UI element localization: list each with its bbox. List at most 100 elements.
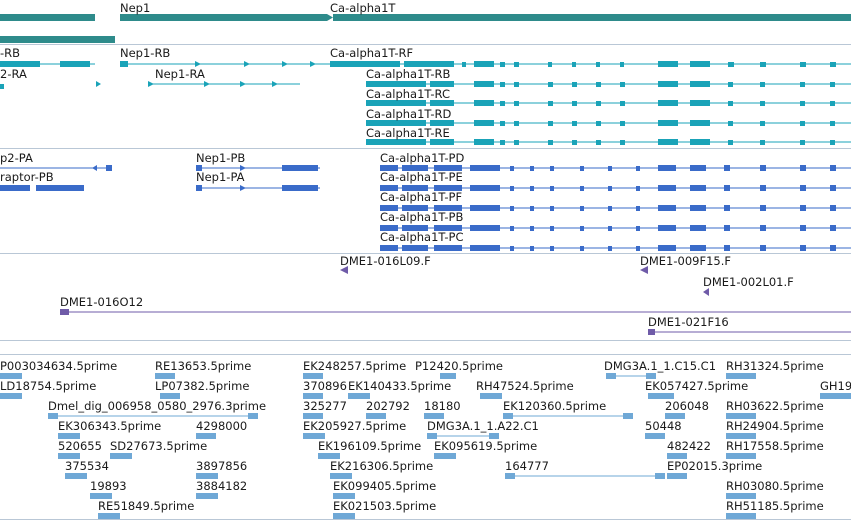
exon-glyph[interactable] xyxy=(760,225,766,231)
gene-label[interactable]: Ca-alpha1T xyxy=(330,1,396,15)
est-label[interactable]: RH03622.5prime xyxy=(726,399,824,413)
est-glyph[interactable] xyxy=(606,373,616,379)
est-glyph[interactable] xyxy=(667,453,687,459)
exon-glyph[interactable] xyxy=(580,166,584,171)
exon-glyph[interactable] xyxy=(830,82,835,87)
exon-glyph[interactable] xyxy=(530,166,534,171)
exon-glyph[interactable] xyxy=(366,139,426,145)
exon-glyph[interactable] xyxy=(430,139,454,145)
clone-label[interactable]: DME1-016O12 xyxy=(60,295,144,309)
exon-glyph[interactable] xyxy=(608,166,612,171)
est-glyph[interactable] xyxy=(303,373,323,379)
exon-glyph[interactable] xyxy=(500,101,505,106)
exon-glyph[interactable] xyxy=(800,185,806,191)
exon-glyph[interactable] xyxy=(430,100,454,106)
est-glyph[interactable] xyxy=(480,393,502,399)
exon-glyph[interactable] xyxy=(800,205,806,211)
est-glyph[interactable] xyxy=(98,513,120,519)
est-glyph[interactable] xyxy=(645,433,665,439)
transcript-label[interactable]: Ca-alpha1T-PB xyxy=(380,210,464,224)
exon-glyph[interactable] xyxy=(596,82,601,87)
est-glyph[interactable] xyxy=(48,413,58,419)
exon-glyph[interactable] xyxy=(470,205,480,211)
est-label[interactable]: 50448 xyxy=(645,419,682,433)
transcript-label[interactable]: Ca-alpha1T-RC xyxy=(366,87,450,101)
exon-glyph[interactable] xyxy=(800,165,806,171)
exon-glyph[interactable] xyxy=(550,186,554,191)
exon-glyph[interactable] xyxy=(800,82,805,87)
exon-glyph[interactable] xyxy=(830,245,836,251)
exon-glyph[interactable] xyxy=(830,140,835,145)
est-glyph[interactable] xyxy=(0,373,22,379)
est-glyph[interactable] xyxy=(90,493,112,499)
exon-glyph[interactable] xyxy=(800,140,805,145)
exon-glyph[interactable] xyxy=(690,225,706,231)
exon-glyph[interactable] xyxy=(550,246,554,251)
est-label[interactable]: 202792 xyxy=(366,399,410,413)
exon-glyph[interactable] xyxy=(658,100,678,106)
transcript-label[interactable]: Ca-alpha1T-PC xyxy=(380,230,464,244)
est-label[interactable]: RH24904.5prime xyxy=(726,419,824,433)
transcript-label[interactable]: Ca-alpha1T-PE xyxy=(380,170,463,184)
exon-glyph[interactable] xyxy=(658,165,676,171)
est-label[interactable]: EK140433.5prime xyxy=(348,379,452,393)
est-label[interactable]: 325277 xyxy=(303,399,347,413)
est-label[interactable]: EK216306.5prime xyxy=(330,459,434,473)
exon-glyph[interactable] xyxy=(550,226,554,231)
est-glyph[interactable] xyxy=(726,493,756,499)
exon-glyph[interactable] xyxy=(478,165,500,171)
est-glyph[interactable] xyxy=(665,413,685,419)
exon-glyph[interactable] xyxy=(620,101,625,106)
exon-glyph[interactable] xyxy=(728,121,733,126)
exon-glyph[interactable] xyxy=(380,165,398,171)
exon-glyph[interactable] xyxy=(608,206,612,211)
est-glyph[interactable] xyxy=(667,473,687,479)
exon-glyph[interactable] xyxy=(434,245,462,251)
exon-glyph[interactable] xyxy=(690,185,706,191)
exon-glyph[interactable] xyxy=(470,185,480,191)
exon-glyph[interactable] xyxy=(760,245,766,251)
exon-glyph[interactable] xyxy=(658,245,676,251)
exon-glyph[interactable] xyxy=(514,121,519,126)
exon-glyph[interactable] xyxy=(760,82,765,87)
est-glyph[interactable] xyxy=(646,373,656,379)
exon-glyph[interactable] xyxy=(500,140,505,145)
est-glyph[interactable] xyxy=(648,393,674,399)
est-label[interactable]: P12420.5prime xyxy=(415,359,503,373)
gene-glyph[interactable] xyxy=(0,36,115,43)
est-glyph[interactable] xyxy=(333,493,355,499)
clone-label[interactable]: DME1-002L01.F xyxy=(703,275,794,289)
exon-glyph[interactable] xyxy=(478,185,500,191)
exon-glyph[interactable] xyxy=(474,139,494,145)
exon-glyph[interactable] xyxy=(830,121,835,126)
est-label[interactable]: 520655 xyxy=(58,439,102,453)
gene-glyph[interactable] xyxy=(0,14,95,21)
exon-glyph[interactable] xyxy=(760,185,766,191)
est-label[interactable]: SD27673.5prime xyxy=(110,439,208,453)
transcript-label[interactable]: Ca-alpha1T-RE xyxy=(366,126,450,140)
est-label[interactable]: LP07382.5prime xyxy=(155,379,250,393)
exon-glyph[interactable] xyxy=(728,82,733,87)
exon-glyph[interactable] xyxy=(724,245,730,251)
est-glyph[interactable] xyxy=(196,473,218,479)
est-glyph[interactable] xyxy=(348,393,370,399)
exon-glyph[interactable] xyxy=(550,166,554,171)
est-glyph[interactable] xyxy=(0,393,22,399)
clone-label[interactable]: DME1-009F15.F xyxy=(640,254,731,268)
est-glyph[interactable] xyxy=(489,433,499,439)
exon-glyph[interactable] xyxy=(402,245,428,251)
exon-glyph[interactable] xyxy=(514,140,519,145)
exon-glyph[interactable] xyxy=(760,101,765,106)
exon-glyph[interactable] xyxy=(724,205,730,211)
exon-glyph[interactable] xyxy=(724,225,730,231)
est-label[interactable]: RH31324.5prime xyxy=(726,359,824,373)
est-label[interactable]: EK095619.5prime xyxy=(434,439,538,453)
exon-glyph[interactable] xyxy=(724,185,730,191)
est-label[interactable]: 4298000 xyxy=(196,419,248,433)
exon-glyph[interactable] xyxy=(690,120,710,126)
exon-glyph[interactable] xyxy=(380,185,398,191)
exon-glyph[interactable] xyxy=(550,206,554,211)
exon-glyph[interactable] xyxy=(402,225,428,231)
est-glyph[interactable] xyxy=(333,513,355,519)
exon-glyph[interactable] xyxy=(690,165,706,171)
